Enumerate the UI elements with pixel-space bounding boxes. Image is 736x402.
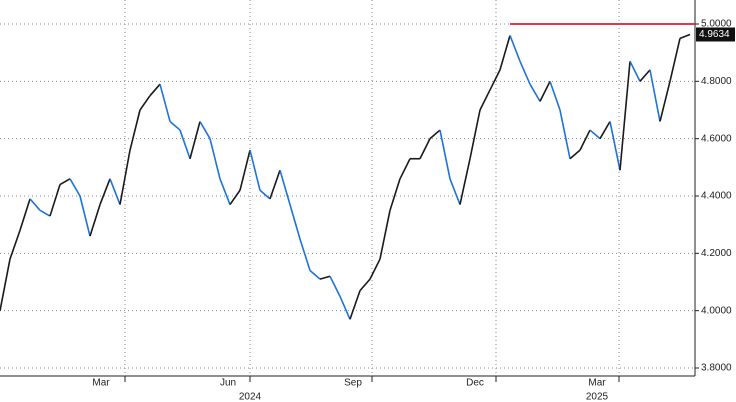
price-segment [519, 60, 531, 85]
price-segment [599, 121, 611, 140]
price-segment [569, 149, 581, 160]
price-segment [69, 178, 81, 197]
y-tick-label: 4.2000 [701, 248, 732, 259]
price-segment [109, 178, 121, 205]
price-segment [99, 178, 111, 205]
price-segment [49, 184, 61, 217]
price-segment [39, 209, 51, 217]
price-segment [169, 120, 181, 131]
price-segment [649, 69, 661, 122]
price-segment [429, 129, 441, 140]
last-value-box [696, 27, 735, 42]
price-segment [349, 290, 361, 320]
price-segment [59, 178, 71, 186]
price-segment [379, 210, 391, 260]
price-segment [539, 80, 551, 102]
y-tick-label: 4.4000 [701, 191, 732, 202]
price-segment [299, 238, 311, 271]
price-segment [679, 33, 691, 40]
price-segment [609, 121, 621, 171]
price-segment [0, 258, 11, 311]
price-segment [289, 204, 301, 240]
price-segment [659, 81, 671, 122]
x-tick-label: Jun [220, 378, 236, 389]
price-segment [399, 158, 411, 180]
price-segment [589, 129, 601, 140]
price-segment [669, 38, 681, 82]
price-segment [389, 178, 401, 211]
price-segment [159, 83, 171, 122]
price-segment [489, 69, 501, 91]
price-segment [309, 269, 321, 280]
price-segment [439, 129, 451, 179]
price-segment [149, 83, 161, 97]
price-segment [499, 35, 511, 71]
price-segment [629, 60, 641, 82]
price-segment [339, 296, 351, 320]
y-tick-label: 5.0000 [701, 19, 732, 30]
price-segment [209, 138, 221, 179]
price-segment [9, 230, 21, 260]
price-segment [479, 89, 491, 111]
price-segment [19, 198, 31, 231]
price-segment [189, 121, 201, 159]
price-segment [179, 129, 191, 159]
y-tick-label: 4.8000 [701, 76, 732, 87]
price-segment [529, 83, 541, 102]
price-segment [249, 149, 261, 191]
price-segment [279, 169, 291, 205]
x-tick-label: Dec [466, 378, 484, 389]
price-segment [459, 158, 471, 205]
price-segment [509, 35, 521, 62]
price-segment [259, 189, 271, 200]
price-segment [89, 204, 101, 237]
x-tick-label: Sep [344, 378, 362, 389]
price-segment [359, 278, 371, 292]
y-tick-label: 3.8000 [701, 363, 732, 374]
price-segment [229, 189, 241, 206]
x-tick-label: Mar [588, 378, 606, 389]
price-segment [239, 149, 251, 191]
price-segment [619, 61, 631, 171]
price-segment [329, 275, 341, 297]
price-segment [269, 169, 281, 200]
price-segment [119, 149, 131, 205]
y-tick-label: 4.6000 [701, 133, 732, 144]
price-segment [79, 195, 91, 237]
price-segment [139, 95, 151, 111]
price-segment [369, 258, 381, 280]
price-segment [219, 178, 231, 205]
price-segment [579, 129, 591, 151]
price-segment [549, 81, 561, 111]
last-value-label: 4.9634 [699, 29, 730, 40]
x-tick-label: Mar [92, 378, 110, 389]
price-segment [129, 109, 141, 151]
y-tick-label: 4.0000 [701, 305, 732, 316]
price-segment [469, 109, 481, 159]
price-segment [29, 198, 41, 211]
year-label: 2024 [239, 392, 262, 402]
price-segment [449, 178, 461, 205]
price-segment [319, 275, 331, 280]
price-segment [199, 121, 211, 140]
price-segment [559, 109, 571, 159]
year-label: 2025 [586, 392, 609, 402]
price-segment [419, 138, 431, 160]
price-segment [639, 69, 651, 82]
